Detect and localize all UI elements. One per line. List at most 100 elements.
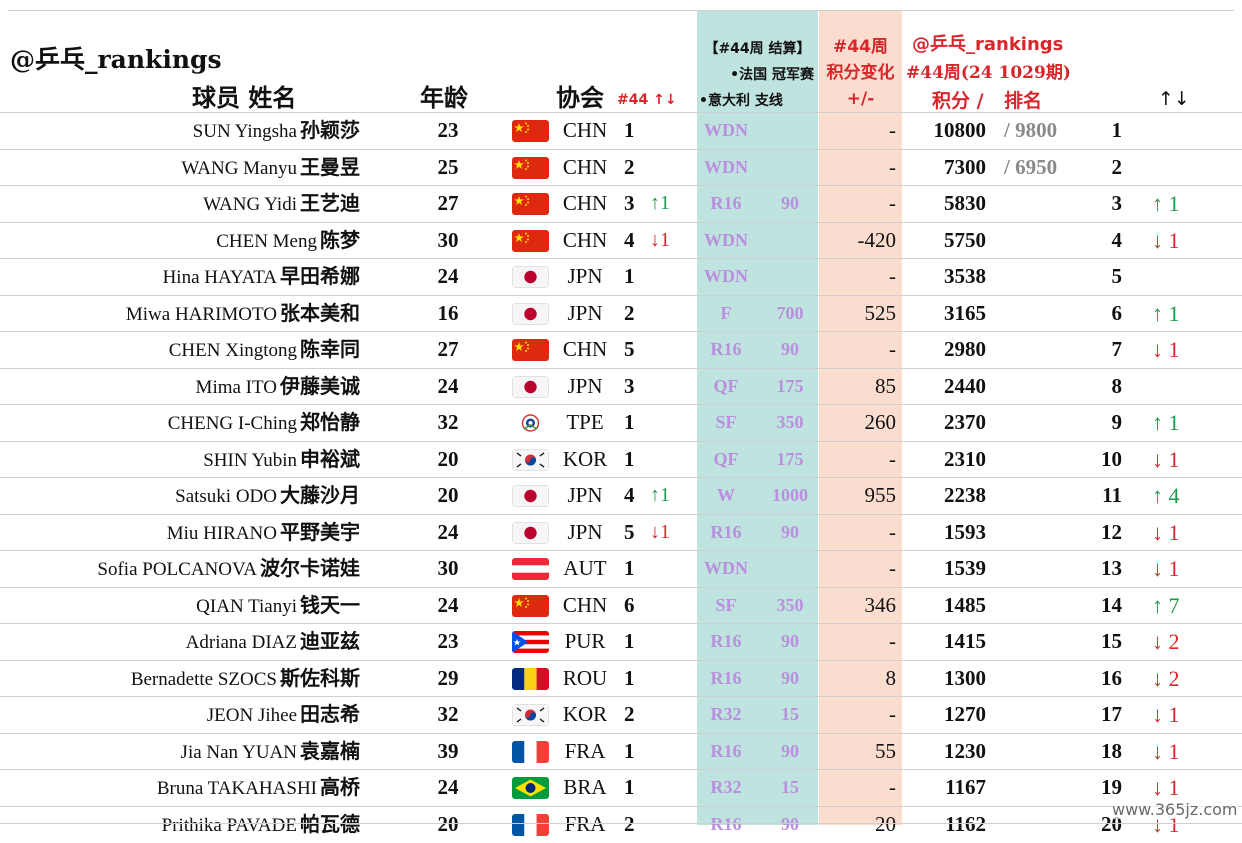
- points-change: 955: [864, 483, 897, 507]
- rank-movement: ↓ 1: [1152, 775, 1180, 800]
- player-name: QIAN Tianyi 钱天一: [196, 588, 360, 624]
- player-age: 39: [437, 738, 459, 763]
- player-name: Mima ITO 伊藤美诚: [196, 369, 360, 405]
- total-points: 3165: [944, 300, 986, 325]
- event-stage: F: [720, 302, 732, 323]
- world-rank: 18: [1101, 738, 1122, 763]
- association-rank-change: ↑1: [650, 192, 670, 214]
- association-rank: 1: [624, 410, 635, 434]
- event-points: 90: [781, 667, 799, 688]
- world-rank: 3: [1111, 191, 1123, 215]
- player-name: CHENG I-Ching 郑怡静: [168, 405, 360, 441]
- header-points: 积分 /: [932, 90, 984, 112]
- points-change: 85: [875, 373, 896, 398]
- points-change: -: [889, 118, 896, 142]
- player-name-zh: 迪亚兹: [300, 629, 360, 653]
- player-age: 20: [437, 483, 459, 507]
- player-name: Sofia POLCANOVA 波尔卡诺娃: [97, 551, 360, 587]
- association-code: FRA: [564, 738, 606, 763]
- header-change-line1: #44周: [833, 37, 888, 57]
- association-rank: 1: [624, 264, 635, 288]
- player-name: Miwa HARIMOTO 张本美和: [126, 296, 360, 332]
- association-rank: 1: [624, 665, 635, 690]
- event-column-band: [697, 10, 818, 825]
- player-name: Adriana DIAZ 迪亚兹: [186, 624, 360, 660]
- event-stage: WDN: [704, 156, 748, 177]
- association-rank: 2: [624, 807, 635, 842]
- event-points: 700: [776, 302, 804, 323]
- player-age: 30: [437, 556, 459, 580]
- total-points: 2310: [944, 446, 986, 471]
- event-points: 90: [781, 740, 799, 761]
- player-age: 24: [437, 592, 459, 617]
- player-name: WANG Yidi 王艺迪: [203, 186, 360, 222]
- table-row: Jia Nan YUAN 袁嘉楠 39 FRA 1 R16 90 55 1230 18 ↓ 1: [0, 732, 1242, 770]
- player-name: WANG Manyu 王曼昱: [181, 150, 360, 186]
- header-change-line3: +/-: [846, 89, 875, 109]
- top-divider: [8, 10, 1234, 11]
- event-points: 350: [776, 594, 804, 615]
- header-movement: ↑↓: [1158, 88, 1190, 110]
- association-rank: 2: [624, 154, 635, 179]
- total-points: 5750: [944, 227, 986, 252]
- china-flag: [512, 594, 549, 617]
- points-change: 55: [875, 738, 896, 763]
- header-change: #44周 积分变化 +/-: [819, 34, 902, 112]
- player-name-zh: 钱天一: [300, 592, 360, 617]
- event-points: 1000: [772, 485, 808, 505]
- points-change: -: [889, 337, 896, 361]
- header-current-week: #44周(24 1029期): [906, 63, 1071, 83]
- association-rank: 1: [624, 118, 635, 142]
- player-name-zh: 申裕斌: [300, 446, 360, 471]
- total-points: 2440: [944, 373, 986, 398]
- table-row: SHIN Yubin 申裕斌 20 KOR 1 QF 175 - 2310 10 ↓ 1: [0, 440, 1242, 478]
- rank-movement: ↑ 7: [1152, 592, 1180, 618]
- event-points: 175: [776, 448, 804, 469]
- brand-handle: @乒乓_rankings: [10, 45, 222, 74]
- rank-movement: ↓ 2: [1152, 629, 1180, 654]
- player-age: 20: [437, 811, 459, 836]
- association-code: PUR: [564, 629, 606, 653]
- world-rank: 17: [1101, 702, 1122, 726]
- table-row: CHENG I-Ching 郑怡静 32 TPE 1 SF 350 260 2370 9 ↑ 1: [0, 404, 1242, 441]
- association-rank: 1: [624, 775, 635, 799]
- player-age: 30: [437, 227, 459, 252]
- association-code: KOR: [562, 446, 608, 471]
- watermark: www.365jz.com: [1112, 800, 1238, 819]
- event-stage: WDN: [704, 120, 748, 140]
- previous-points: / 6950: [1004, 154, 1058, 179]
- player-name-en: SHIN Yubin: [203, 449, 297, 471]
- player-name-zh: 陈梦: [320, 227, 360, 252]
- points-change: -: [889, 446, 896, 471]
- bottom-divider: [0, 823, 1242, 824]
- points-change: 346: [864, 592, 897, 617]
- total-points: 1167: [945, 775, 986, 799]
- player-age: 23: [437, 118, 459, 142]
- player-name: Hina HAYATA 早田希娜: [163, 259, 360, 295]
- player-age: 23: [437, 629, 459, 653]
- association-rank: 3: [624, 191, 635, 215]
- rank-movement: ↓ 1: [1152, 337, 1180, 362]
- table-row: Mima ITO 伊藤美诚 24 JPN 3 QF 175 85 2440 8: [0, 367, 1242, 405]
- total-points: 1300: [944, 665, 986, 690]
- association-code: TPE: [566, 410, 604, 434]
- world-rank: 11: [1102, 483, 1122, 507]
- event-points: 15: [781, 777, 799, 797]
- change-column-band: [819, 10, 902, 825]
- rank-movement: ↑ 1: [1152, 191, 1180, 216]
- association-rank: 1: [624, 738, 635, 763]
- player-name: Miu HIRANO 平野美宇: [167, 515, 360, 551]
- china-flag: [512, 193, 549, 215]
- event-stage: WDN: [704, 229, 748, 250]
- player-name: SHIN Yubin 申裕斌: [203, 442, 360, 478]
- player-name-en: QIAN Tianyi: [196, 595, 297, 617]
- total-points: 2980: [944, 337, 986, 361]
- header-assoc-rank: #44 ↑↓: [617, 92, 677, 108]
- player-name-zh: 波尔卡诺娃: [260, 556, 360, 580]
- table-row: JEON Jihee 田志希 32 KOR 2 R32 15 - 1270 17 ↓ 1: [0, 696, 1242, 733]
- player-age: 24: [437, 264, 459, 288]
- rank-movement: ↓ 1: [1152, 446, 1180, 472]
- player-name-en: WANG Manyu: [181, 157, 297, 179]
- association-rank-change: ↓1: [650, 520, 670, 543]
- japan-flag: [512, 266, 549, 288]
